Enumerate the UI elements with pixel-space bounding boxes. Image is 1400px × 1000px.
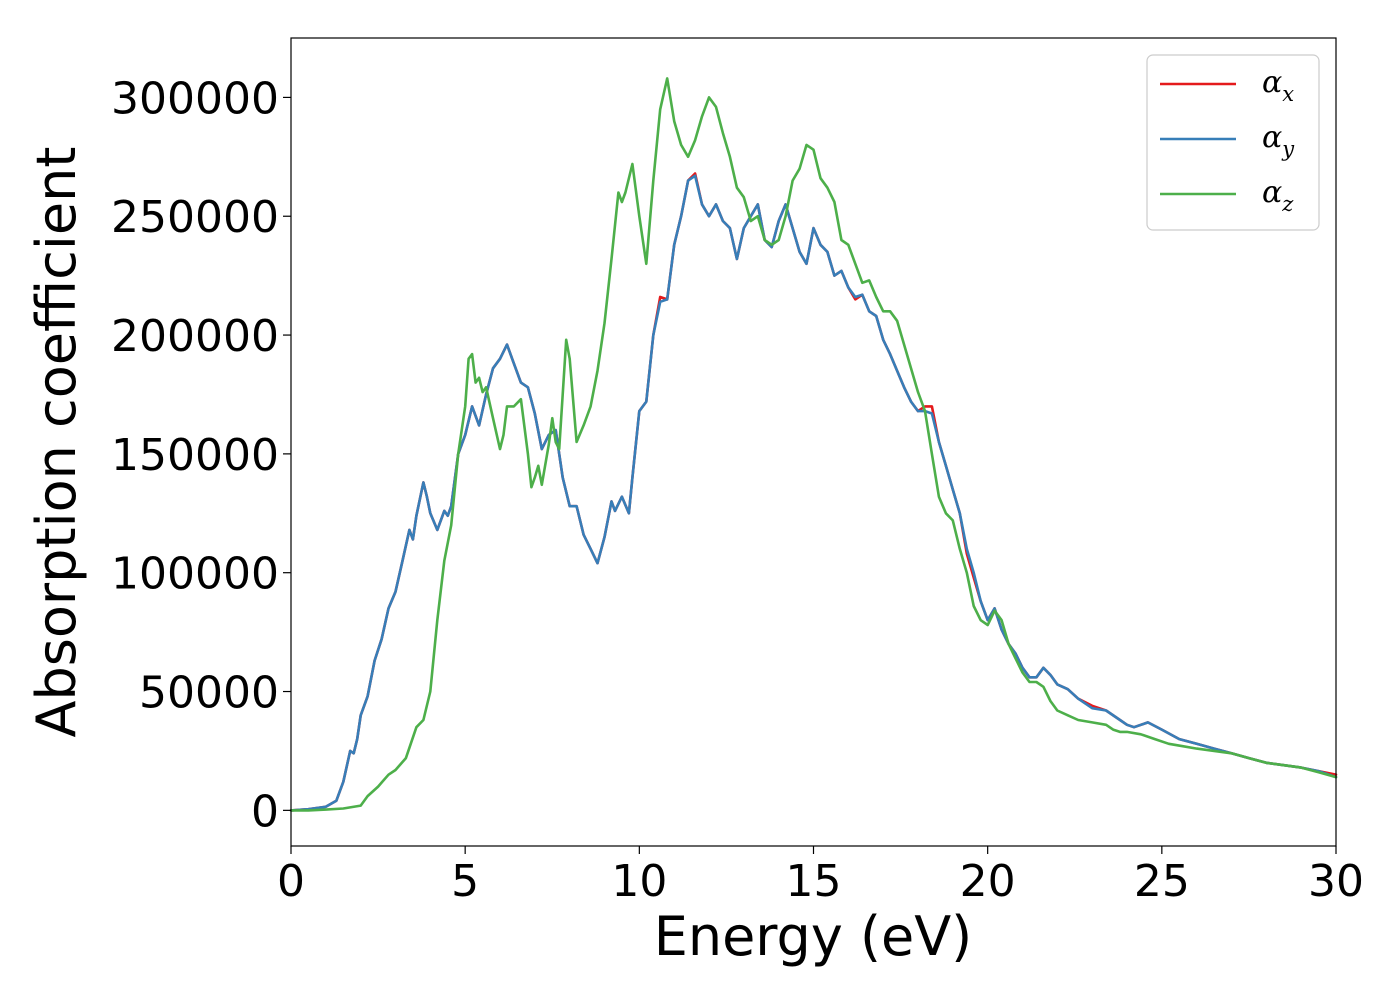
y-tick-label: 150000 [111, 430, 279, 481]
x-tick-label: 10 [611, 856, 667, 907]
x-tick-label: 5 [451, 856, 479, 907]
y-tick-label: 50000 [139, 668, 279, 719]
series-line-y [289, 174, 1338, 812]
x-axis-title: Energy (eV) [654, 905, 973, 968]
y-axis: 0 50000 100000 150000 200000 250000 300000 [111, 73, 291, 837]
x-tick-label: 20 [960, 856, 1016, 907]
x-tick-label: 25 [1134, 856, 1190, 907]
x-tick-label: 0 [277, 856, 305, 907]
y-tick-label: 250000 [111, 192, 279, 243]
x-tick-label: 15 [786, 856, 842, 907]
y-axis-title: Absorption coefficient [25, 147, 88, 738]
y-tick-label: 100000 [111, 549, 279, 600]
x-tick-label: 30 [1308, 856, 1364, 907]
series-layer [289, 77, 1338, 812]
series-line-z [289, 77, 1338, 812]
x-axis: 0 5 10 15 20 25 30 [277, 846, 1364, 907]
legend-box [1146, 54, 1320, 231]
y-tick-label: 200000 [111, 311, 279, 362]
y-tick-label: 0 [251, 786, 279, 837]
y-tick-label: 300000 [111, 73, 279, 124]
